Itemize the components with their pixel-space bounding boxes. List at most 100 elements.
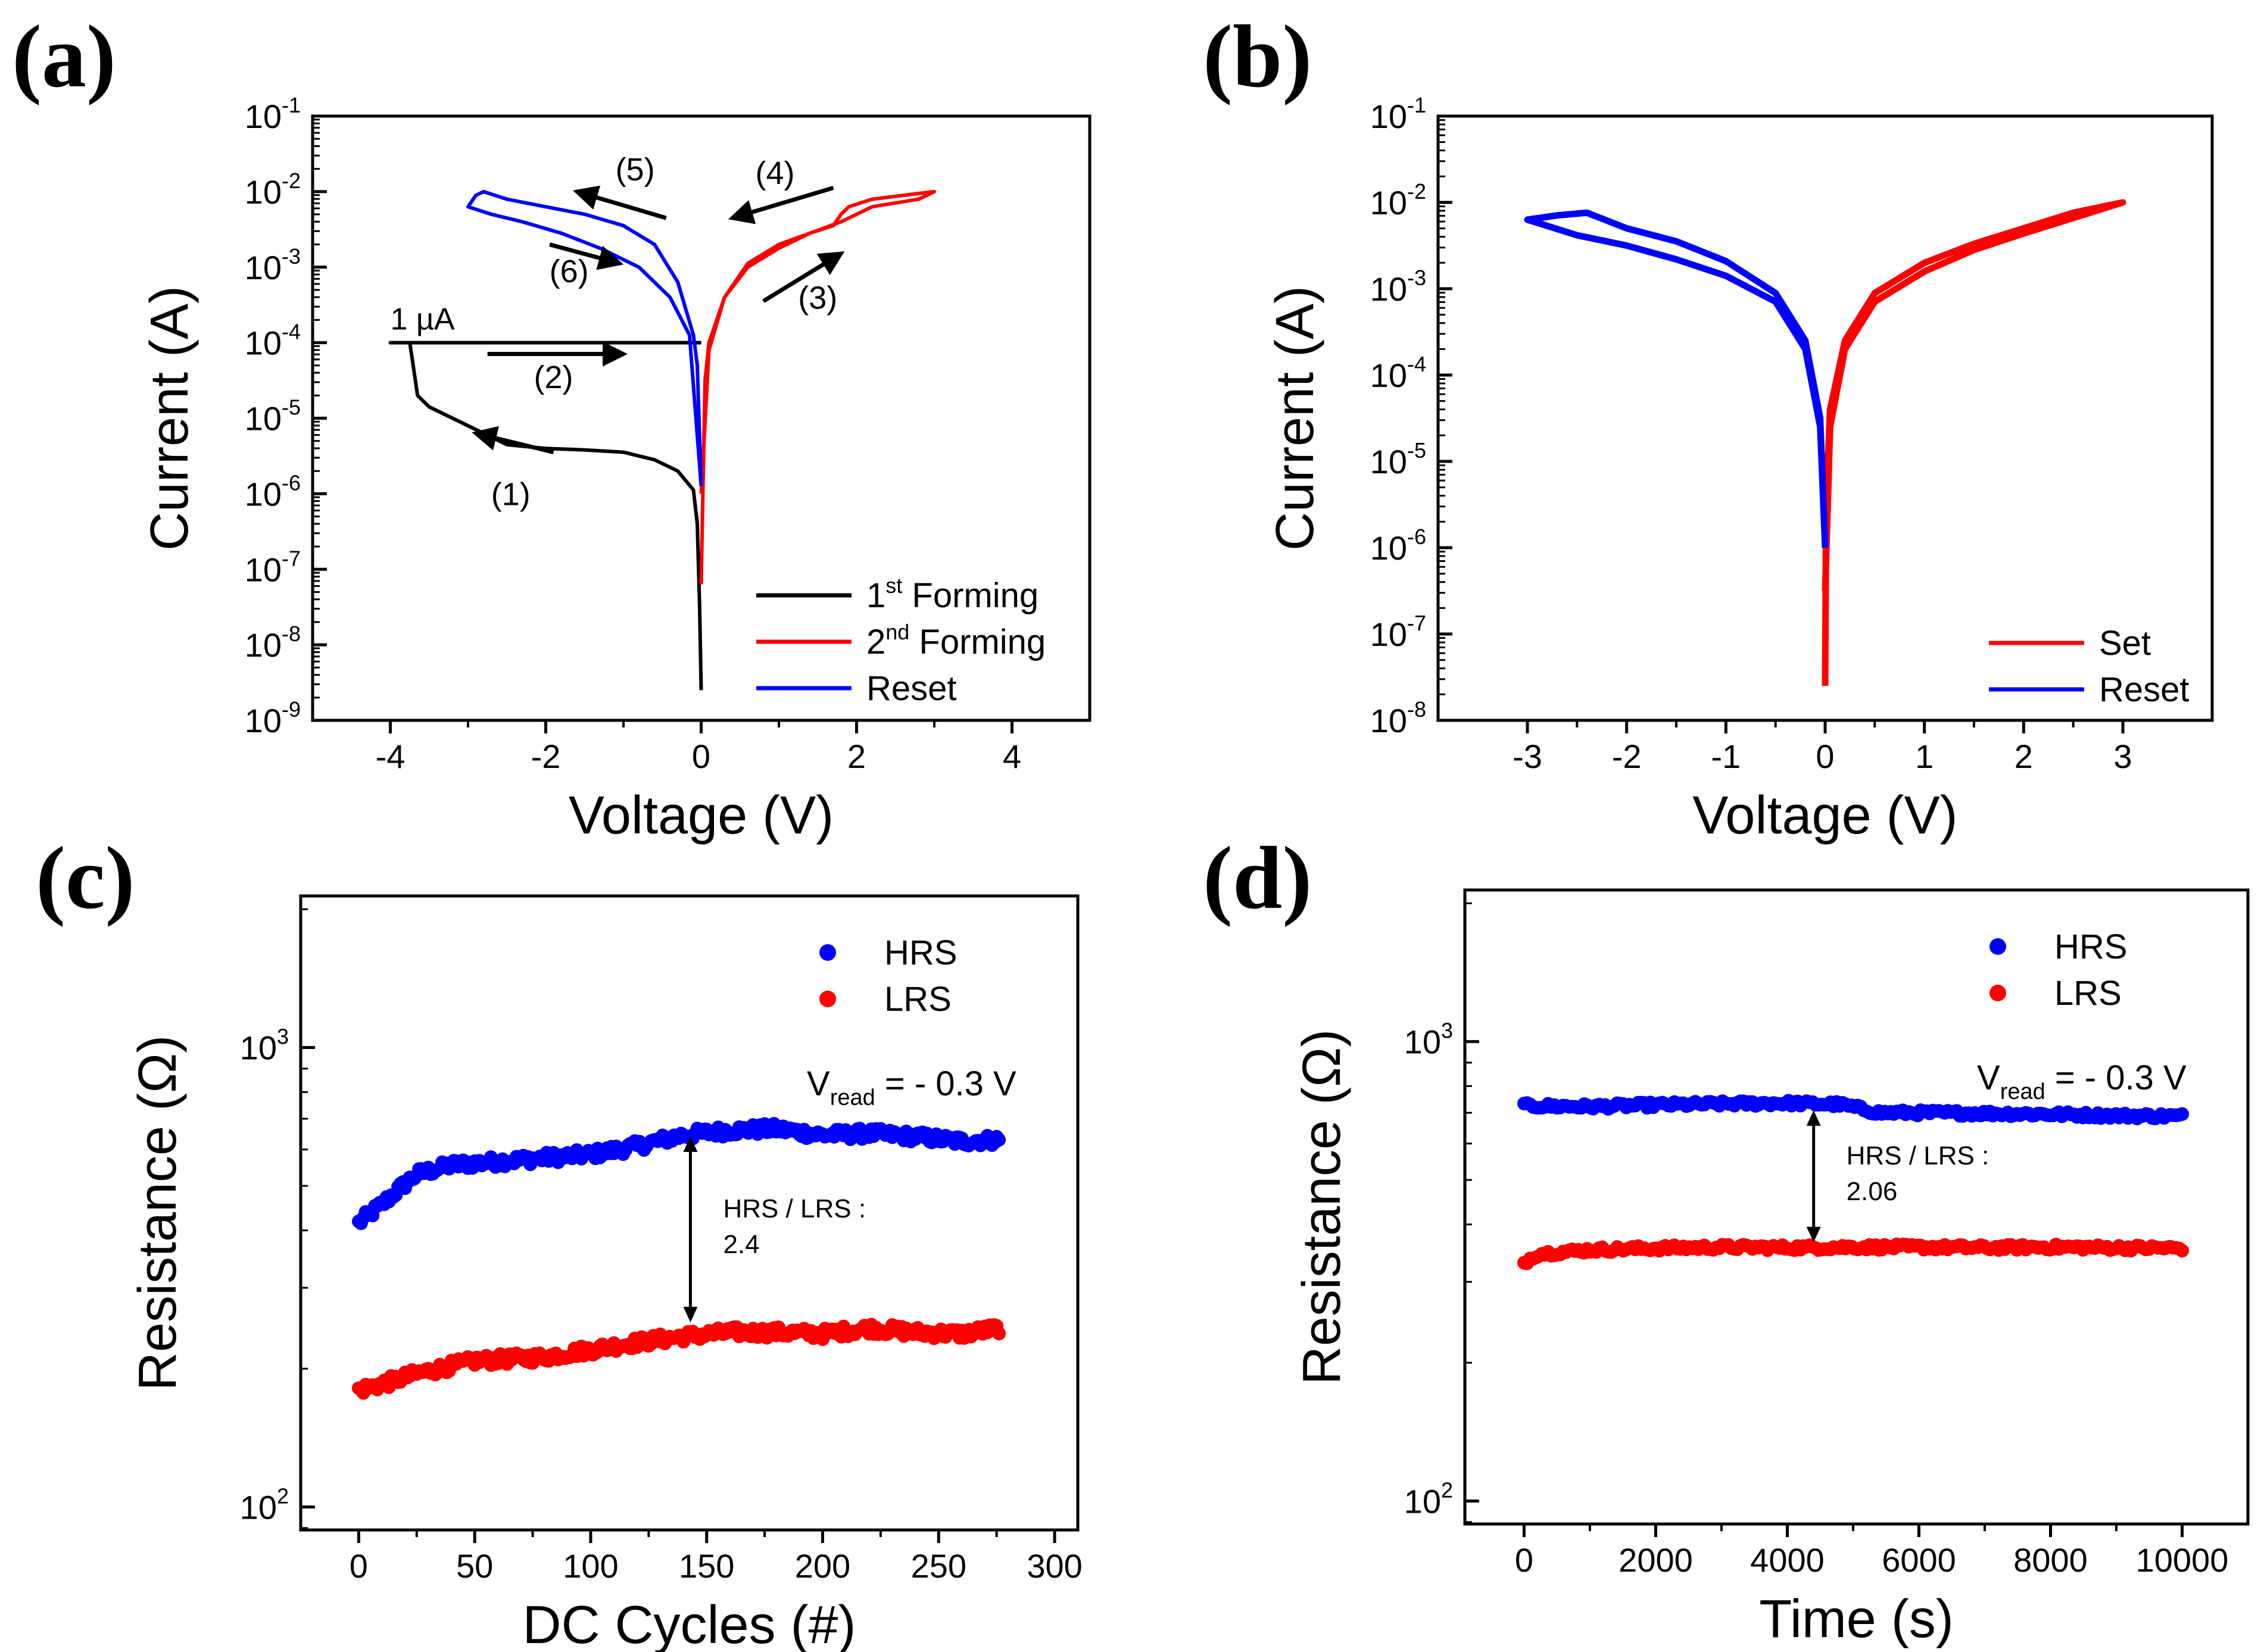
y-tick-base: 10 (245, 173, 282, 211)
x-tick-label: 0 (692, 738, 710, 775)
y-tick-base: 10 (1370, 98, 1407, 135)
legend-entry: Set (2099, 624, 2151, 663)
y-tick-base: 10 (1370, 616, 1407, 653)
y-axis-label: Current (A) (1265, 286, 1325, 551)
y-tick-base: 10 (1404, 1482, 1441, 1520)
plot-area (351, 1117, 1006, 1400)
legend-marker (1989, 938, 2006, 955)
y-tick-label: 10-1 (1370, 93, 1426, 135)
legend-entry: 2nd Forming (866, 620, 1046, 661)
y-tick-exponent: -5 (1407, 438, 1426, 463)
compliance-label: 1 µA (391, 302, 455, 337)
series-line-1 (699, 189, 936, 585)
y-tick-exponent: 3 (277, 1025, 289, 1049)
legend-entry: Reset (866, 669, 957, 708)
y-tick-exponent: -7 (1407, 611, 1426, 635)
ratio-annotation: HRS / LRS : 2.06 (1806, 1110, 1989, 1242)
x-tick-label: 0 (1816, 738, 1834, 775)
x-axis: -3 -2 -1 0 1 2 3 Voltage (V) (1513, 720, 2132, 845)
legend-sup: st (885, 573, 902, 598)
legend-entry: LRS (2054, 974, 2122, 1013)
panel-label: (a) (12, 7, 116, 106)
y-tick-label: 10-8 (1370, 697, 1426, 739)
step-arrow (728, 186, 834, 224)
plot-area (1524, 199, 2126, 686)
vread-sub: read (2000, 1079, 2045, 1104)
x-tick-label: 4 (1003, 738, 1021, 775)
y-tick-label: 10-5 (245, 395, 301, 438)
y-tick-label: 10-3 (245, 244, 301, 286)
y-tick-exponent: -3 (1407, 266, 1426, 290)
vread-prefix: V (1977, 1058, 2000, 1097)
y-tick-exponent: -2 (1407, 179, 1426, 204)
y-tick-base: 10 (1370, 357, 1407, 394)
y-tick-exponent: -4 (1407, 352, 1426, 376)
legend-entry: 1st Forming (866, 573, 1039, 615)
y-tick-exponent: -6 (1407, 524, 1426, 549)
ratio-arrow-head-bottom (1806, 1226, 1821, 1242)
vread-label: Vread = - 0.3 V (1977, 1058, 2187, 1104)
legend: Set Reset (1989, 624, 2190, 709)
vread-suffix: = - 0.3 V (2045, 1058, 2187, 1097)
y-tick-base: 10 (245, 551, 282, 588)
x-tick-label: 150 (679, 1547, 734, 1585)
x-axis-label: Voltage (V) (1692, 786, 1957, 845)
y-tick-base: 10 (240, 1029, 277, 1067)
vread-suffix: = - 0.3 V (875, 1064, 1016, 1103)
series-1 (351, 1317, 1006, 1400)
ratio-value: 2.06 (1847, 1177, 1898, 1206)
x-tick-label: 250 (911, 1547, 966, 1585)
x-tick-label: 2000 (1619, 1541, 1693, 1579)
y-tick-label: 102 (1404, 1478, 1453, 1520)
x-axis: -4 -2 0 2 4 Voltage (V) (376, 720, 1021, 845)
data-point (992, 1133, 1006, 1147)
y-axis-label: Resistance (Ω) (128, 1035, 188, 1391)
x-tick-label: 2 (2014, 738, 2033, 775)
y-tick-label: 103 (1404, 1019, 1453, 1061)
x-axis-label: Time (s) (1759, 1589, 1954, 1649)
y-tick-label: 10-4 (1370, 352, 1426, 394)
vread-label: Vread = - 0.3 V (807, 1064, 1016, 1110)
x-tick-label: 0 (1515, 1541, 1533, 1579)
x-axis: 0 2000 4000 6000 8000 10000 Time (s) (1515, 1524, 2228, 1649)
x-tick-label: -2 (1612, 738, 1642, 775)
y-tick-exponent: -8 (282, 622, 301, 646)
x-tick-label: 50 (456, 1547, 493, 1585)
legend-marker (819, 991, 836, 1007)
x-tick-label: 0 (350, 1547, 368, 1585)
legend-entry: HRS (884, 933, 957, 972)
x-axis: 0 50 100 150 200 250 300 DC Cycles (#) (350, 1530, 1083, 1652)
y-tick-base: 10 (245, 475, 282, 513)
plot-area (1517, 1094, 2189, 1270)
legend-name: Reset (866, 669, 957, 708)
legend-name-rest: Forming (909, 623, 1046, 661)
x-tick-label: -2 (531, 738, 561, 775)
legend-marker (819, 944, 836, 961)
data-point (2175, 1107, 2189, 1121)
step-label: (6) (550, 254, 589, 289)
y-tick-exponent: -8 (1407, 697, 1426, 722)
x-tick-label: 2 (847, 738, 866, 775)
step-arrow (472, 426, 554, 454)
y-tick-label: 10-1 (245, 93, 301, 135)
y-tick-label: 10-5 (1370, 438, 1426, 480)
data-point (2175, 1244, 2189, 1258)
panel-label: (c) (36, 829, 135, 928)
y-tick-exponent: -3 (282, 244, 301, 268)
y-tick-exponent: -1 (1407, 93, 1426, 117)
y-axis: 10-910-810-710-610-510-410-310-210-1Curr… (140, 93, 327, 739)
series-0 (351, 1117, 1006, 1231)
legend-name: 1 (866, 576, 885, 615)
panel-label: (d) (1203, 829, 1312, 928)
y-tick-exponent: 2 (277, 1484, 289, 1508)
legend-entry: LRS (884, 980, 952, 1019)
panel-label: (b) (1203, 7, 1312, 106)
legend: HRS LRS Vread = - 0.3 V (1977, 928, 2187, 1104)
x-tick-label: -1 (1711, 738, 1741, 775)
y-tick-label: 10-7 (1370, 611, 1426, 653)
step-label: (1) (491, 476, 531, 512)
legend-entry: Reset (2099, 670, 2190, 709)
y-tick-label: 10-7 (245, 546, 301, 588)
